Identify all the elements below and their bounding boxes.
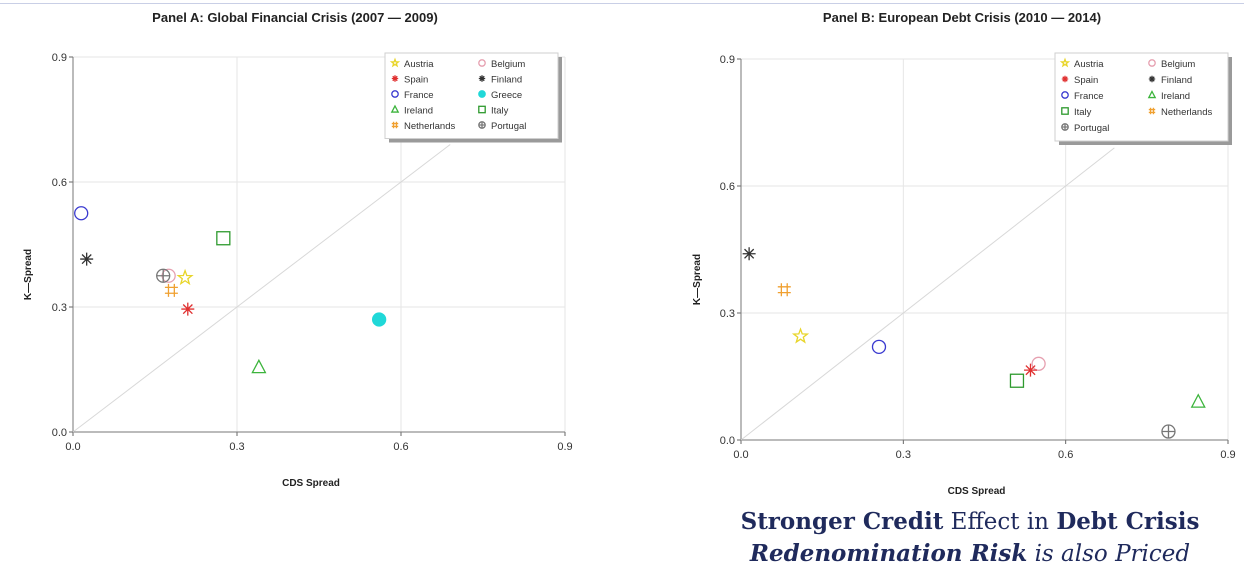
x-tick-label: 0.0 — [733, 449, 748, 461]
legend-label-austria: Austria — [1074, 59, 1104, 70]
legend-marker-france — [391, 90, 399, 98]
legend-label-greece: Greece — [491, 90, 522, 101]
legend-label-belgium: Belgium — [491, 59, 525, 70]
data-point-spain — [1023, 363, 1037, 377]
y-tick-label: 0.6 — [720, 181, 735, 193]
legend-marker-austria — [1059, 57, 1071, 68]
legend-label-austria: Austria — [404, 59, 434, 70]
legend-marker-greece — [478, 90, 486, 98]
y-tick-label: 0.0 — [52, 427, 67, 439]
diagonal-reference-line — [72, 144, 451, 433]
data-point-spain — [181, 302, 195, 316]
legend-marker-netherlands — [1148, 107, 1156, 115]
data-point-finland — [742, 247, 756, 261]
caption-debt-crisis: Debt Crisis — [1056, 508, 1200, 535]
legend-marker-austria — [389, 57, 401, 68]
y-tick-label: 0.6 — [52, 177, 67, 189]
data-point-austria — [791, 327, 810, 344]
x-axis-label: CDS Spread — [282, 478, 340, 489]
legend-marker-ireland — [1147, 90, 1157, 99]
legend-label-spain: Spain — [1074, 75, 1098, 86]
legend-label-italy: Italy — [491, 106, 509, 117]
x-tick-label: 0.6 — [1058, 449, 1073, 461]
x-axis-label: CDS Spread — [948, 486, 1006, 497]
caption-line-2: Redenomination Risk is also Priced — [700, 540, 1240, 567]
legend-box — [384, 52, 559, 139]
legend-label-netherlands: Netherlands — [1161, 107, 1212, 118]
legend-marker-spain — [1061, 75, 1069, 83]
legend-label-finland: Finland — [491, 75, 522, 86]
caption-line-1: Stronger Credit Effect in Debt Crisis — [700, 508, 1240, 535]
legend-label-portugal: Portugal — [491, 121, 526, 132]
legend-marker-finland — [478, 75, 486, 82]
data-point-france — [74, 206, 89, 221]
data-point-ireland — [251, 358, 267, 374]
legend-label-ireland: Ireland — [404, 106, 433, 117]
data-point-netherlands — [164, 283, 178, 297]
legend-box — [1054, 52, 1229, 142]
y-tick-label: 0.3 — [720, 308, 735, 320]
caption-effect-in: Effect in — [943, 509, 1057, 535]
x-tick-label: 0.9 — [1220, 449, 1235, 461]
legend-label-ireland: Ireland — [1161, 91, 1190, 102]
legend-marker-italy — [1061, 107, 1069, 115]
y-tick-label: 0.9 — [720, 54, 735, 66]
panel-a: Panel A: Global Financial Crisis (2007 —… — [23, 10, 573, 489]
data-point-portugal — [156, 268, 171, 283]
x-tick-label: 0.9 — [557, 441, 572, 453]
data-point-belgium — [1031, 356, 1046, 371]
caption-stronger-credit: Stronger Credit — [740, 508, 944, 535]
legend-label-france: France — [1074, 91, 1104, 102]
legend-label-belgium: Belgium — [1161, 59, 1195, 70]
legend-marker-belgium — [1148, 59, 1156, 67]
data-point-ireland — [1190, 393, 1206, 408]
diagonal-reference-line — [740, 147, 1115, 441]
data-point-austria — [176, 268, 194, 286]
legend-label-netherlands: Netherlands — [404, 121, 455, 132]
data-point-italy — [216, 231, 231, 246]
chart-title: Panel A: Global Financial Crisis (2007 —… — [152, 10, 438, 25]
x-tick-label: 0.0 — [65, 441, 80, 453]
legend-label-spain: Spain — [404, 75, 428, 86]
panel-b: Panel B: European Debt Crisis (2010 — 20… — [692, 10, 1236, 497]
y-tick-label: 0.0 — [720, 435, 735, 447]
legend-marker-italy — [478, 105, 486, 114]
legend-label-france: France — [404, 90, 434, 101]
data-point-france — [871, 339, 887, 355]
legend-label-italy: Italy — [1074, 107, 1092, 118]
x-tick-label: 0.3 — [896, 449, 911, 461]
legend-label-portugal: Portugal — [1074, 123, 1109, 134]
y-axis-label: K—Spread — [23, 249, 34, 300]
x-tick-label: 0.3 — [229, 441, 244, 453]
legend-marker-portugal — [478, 121, 486, 129]
legend-label-finland: Finland — [1161, 75, 1192, 86]
legend-marker-portugal — [1061, 123, 1069, 131]
y-tick-label: 0.3 — [52, 302, 67, 314]
legend-marker-spain — [391, 75, 399, 82]
y-tick-label: 0.9 — [52, 52, 67, 64]
caption-also-priced: is also Priced — [1027, 541, 1191, 567]
legend-marker-netherlands — [391, 121, 399, 129]
legend-marker-finland — [1148, 75, 1156, 83]
top-divider-line — [0, 3, 1244, 4]
legend-marker-belgium — [478, 59, 486, 67]
caption-redenomination-risk: Redenomination Risk — [749, 540, 1028, 567]
data-point-netherlands — [777, 283, 791, 297]
x-tick-label: 0.6 — [393, 441, 408, 453]
legend-marker-france — [1061, 91, 1069, 99]
y-axis-label: K—Spread — [692, 254, 703, 305]
data-point-italy — [1009, 373, 1025, 388]
data-point-portugal — [1161, 424, 1176, 439]
data-point-finland — [80, 252, 94, 266]
legend-marker-ireland — [390, 104, 400, 113]
data-point-greece — [371, 312, 387, 327]
chart-title: Panel B: European Debt Crisis (2010 — 20… — [823, 10, 1101, 25]
